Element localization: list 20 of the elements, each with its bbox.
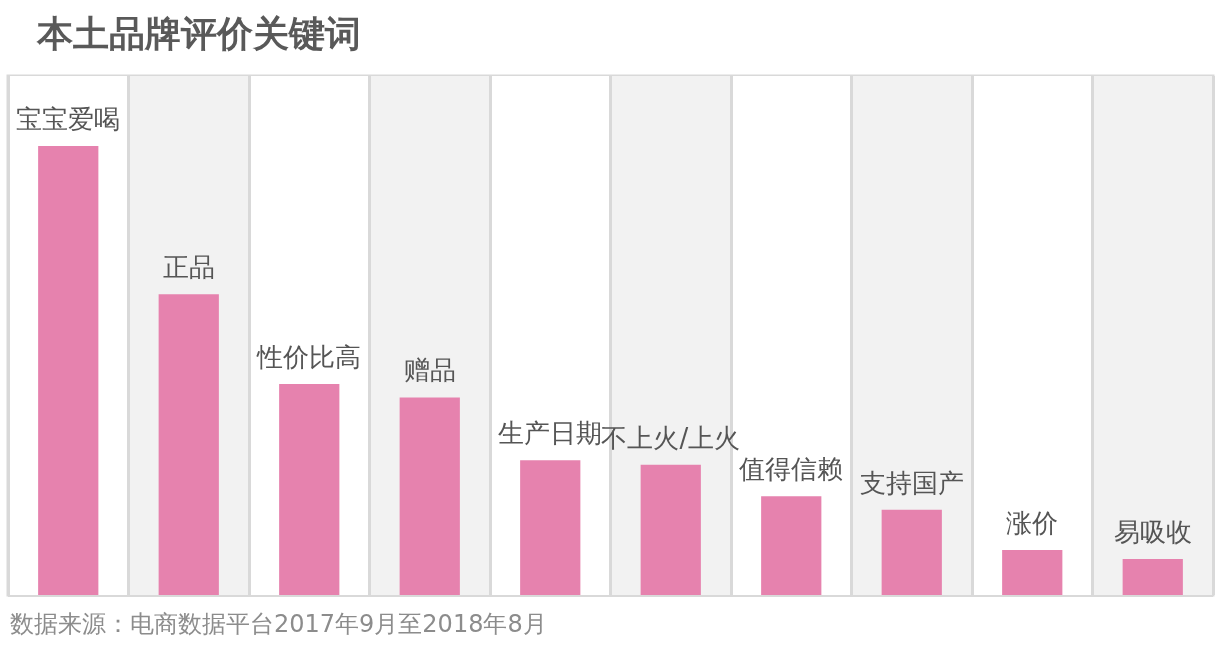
x-tick-label: 支持国产 — [859, 467, 964, 498]
bar — [640, 464, 701, 595]
x-tick-label: 赠品 — [403, 355, 456, 386]
x-tick-label: 易吸收 — [1113, 517, 1192, 548]
bar — [1002, 550, 1063, 595]
x-tick-label: 值得信赖 — [739, 454, 844, 485]
x-tick-label: 性价比高 — [256, 341, 362, 372]
chart-title: 本土品牌评价关键词 — [36, 12, 361, 54]
source-note: 数据来源：电商数据平台2017年9月至2018年8月 — [10, 610, 547, 638]
x-tick-label: 涨价 — [1006, 508, 1059, 539]
bar — [520, 460, 581, 595]
bar — [399, 397, 460, 595]
bar — [279, 383, 340, 595]
x-tick-label: 宝宝爱喝 — [16, 104, 121, 135]
x-tick-label: 正品 — [162, 252, 215, 283]
bar — [881, 509, 942, 595]
x-tick-label: 不上火/上火 — [601, 422, 741, 453]
bar — [158, 294, 219, 595]
bar — [761, 496, 822, 595]
bar — [1122, 559, 1183, 595]
